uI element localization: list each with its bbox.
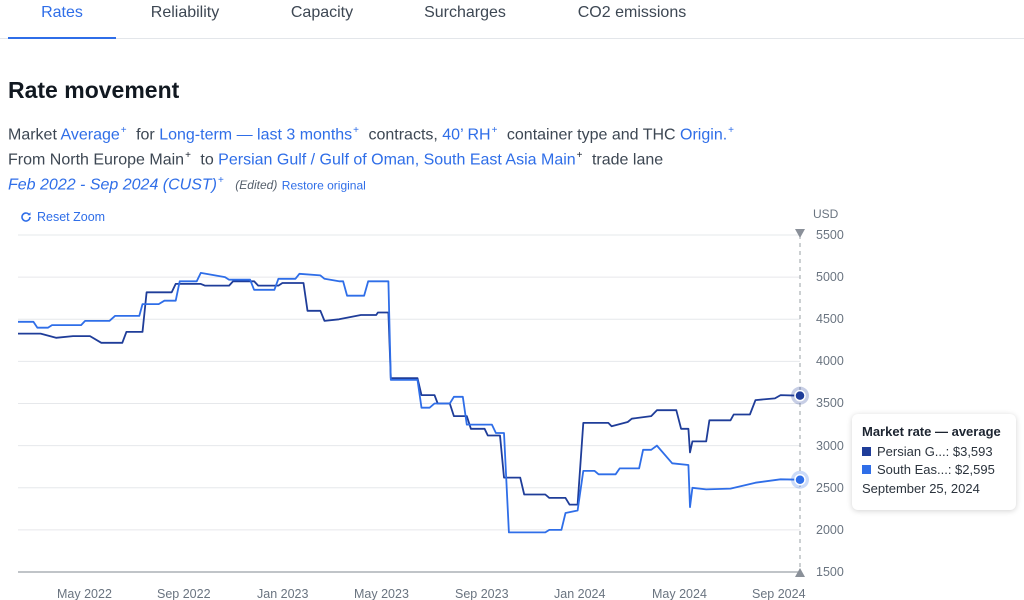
crosshair-top-marker [795, 229, 805, 238]
rate-movement-chart[interactable] [0, 225, 810, 585]
origin-selector[interactable]: North Europe Main [49, 151, 185, 169]
destination-selector[interactable]: Persian Gulf / Gulf of Oman, South East … [218, 151, 576, 169]
to-text: to [200, 151, 214, 169]
tab-surcharges[interactable]: Surcharges [424, 4, 506, 21]
y-tick-label: 1500 [816, 565, 844, 579]
tab-co2-emissions[interactable]: CO2 emissions [577, 4, 687, 21]
for-text: for [136, 126, 155, 144]
x-tick-label: Sep 2022 [157, 587, 211, 600]
hover-marker-point[interactable] [794, 389, 806, 402]
x-tick-label: Sep 2023 [455, 587, 509, 600]
y-tick-label: 2500 [816, 481, 844, 495]
filter-description-line-2: From North Europe Main+ to Persian Gulf … [8, 150, 663, 169]
date-range-line: Feb 2022 - Sep 2024 (CUST)+ (Edited) Res… [8, 175, 366, 194]
y-axis-unit: USD [813, 207, 839, 221]
refresh-icon [21, 212, 31, 222]
hover-marker-point[interactable] [794, 473, 806, 486]
edited-label: (Edited) [235, 178, 278, 193]
legend-swatch [862, 465, 871, 474]
page-title: Rate movement [8, 77, 180, 103]
tooltip-title: Market rate — average [862, 424, 1001, 439]
reset-zoom-label: Reset Zoom [37, 210, 106, 224]
x-tick-label: May 2022 [57, 587, 112, 600]
tooltip-date: September 25, 2024 [862, 481, 980, 496]
tooltip-row-label: Persian G...: $3,593 [877, 444, 993, 459]
series-line-persian-gulf [18, 280, 801, 506]
container-suffix-text: container type and THC [506, 126, 676, 144]
y-tick-label: 4500 [816, 312, 844, 326]
tooltip-row-persian-gulf: Persian G...: $3,593 [862, 444, 1006, 459]
plus-icon: + [185, 150, 191, 161]
tooltip-row-south-east-asia: South Eas...: $2,595 [862, 462, 1006, 477]
series-line-south-east-asia [18, 272, 801, 534]
filter-description-line-1: Market Average+ for Long-term — last 3 m… [8, 125, 739, 144]
term-selector[interactable]: Long-term — last 3 months [159, 126, 353, 144]
chart-tooltip: Market rate — average Persian G...: $3,5… [852, 414, 1016, 510]
y-tick-label: 4000 [816, 354, 844, 368]
y-tick-label: 3000 [816, 439, 844, 453]
plus-icon: + [353, 125, 360, 136]
x-tick-label: Jan 2024 [554, 587, 606, 600]
market-selector[interactable]: Average [60, 126, 120, 144]
thc-selector[interactable]: Origin. [680, 126, 728, 144]
tooltip-row-label: South Eas...: $2,595 [877, 462, 995, 477]
tab-capacity[interactable]: Capacity [290, 4, 354, 21]
x-tick-label: May 2024 [652, 587, 707, 600]
restore-original-link[interactable]: Restore original [281, 178, 366, 193]
tab-bar: Rates Reliability Capacity Surcharges CO… [0, 0, 1024, 39]
plus-icon: + [576, 150, 583, 161]
plus-icon: + [218, 175, 224, 186]
y-tick-label: 3500 [816, 396, 844, 410]
y-tick-label: 5500 [816, 228, 844, 242]
y-tick-label: 2000 [816, 523, 844, 537]
chart-grid [18, 234, 800, 531]
y-tick-label: 5000 [816, 270, 844, 284]
plus-icon: + [728, 125, 734, 136]
plus-icon: + [491, 125, 498, 136]
from-text: From [8, 151, 46, 169]
date-range-selector[interactable]: Feb 2022 - Sep 2024 (CUST) [8, 176, 217, 194]
x-tick-label: Jan 2023 [257, 587, 309, 600]
series-layer [18, 272, 801, 534]
x-tick-label: May 2023 [354, 587, 409, 600]
crosshair-bottom-marker [795, 568, 805, 577]
legend-swatch [862, 447, 871, 456]
tab-reliability[interactable]: Reliability [150, 4, 220, 21]
reset-zoom-button[interactable]: Reset Zoom [20, 210, 105, 224]
container-type-selector[interactable]: 40’ RH [442, 126, 491, 144]
x-tick-label: Sep 2024 [752, 587, 806, 600]
lane-text: trade lane [591, 151, 664, 169]
tab-rates[interactable]: Rates [8, 0, 116, 39]
market-prefix-text: Market [8, 126, 57, 144]
marker-layer [791, 386, 809, 489]
contracts-text: contracts, [368, 126, 438, 144]
plus-icon: + [120, 125, 127, 136]
